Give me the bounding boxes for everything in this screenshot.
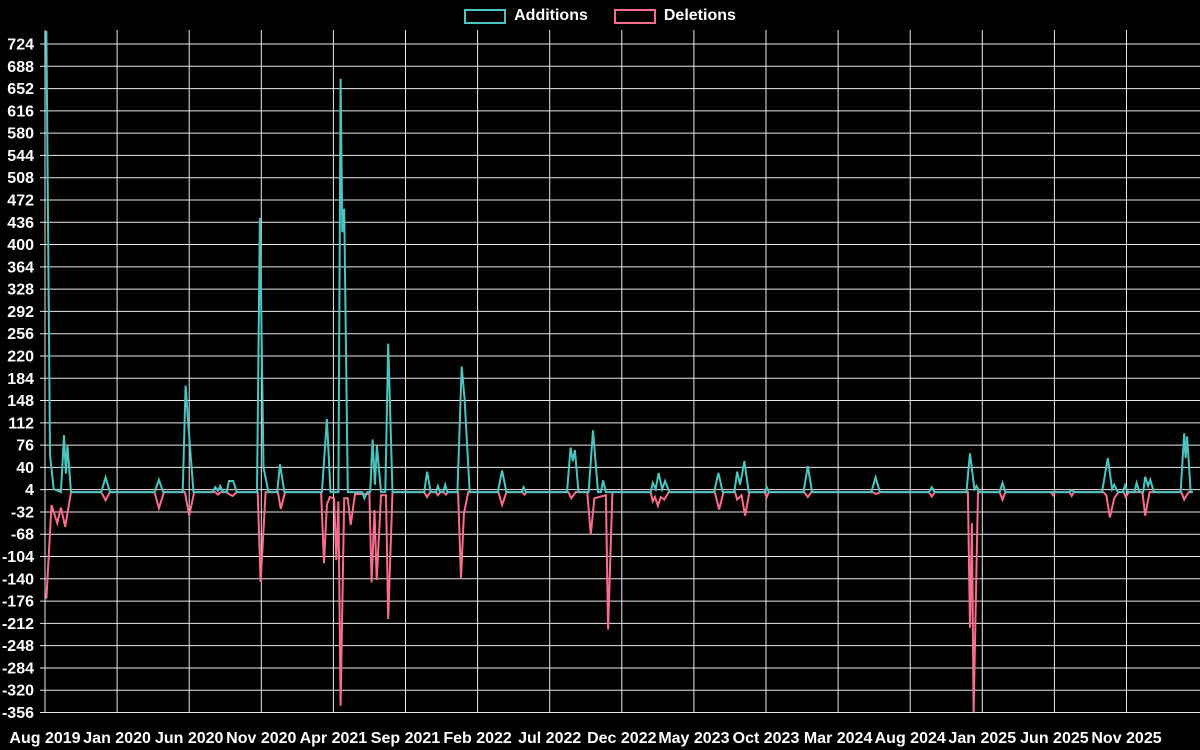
x-axis-tick-label: Oct 2023 <box>733 730 800 747</box>
x-axis-tick-label: Mar 2024 <box>804 730 873 747</box>
x-axis-tick-label: Nov 2025 <box>1091 730 1161 747</box>
y-axis-tick-label: -176 <box>2 594 34 611</box>
x-axis-tick-label: May 2023 <box>658 730 729 747</box>
y-axis-tick-label: 652 <box>7 81 34 98</box>
x-axis-tick-label: Jan 2025 <box>948 730 1016 747</box>
y-axis-tick-label: 580 <box>7 126 34 143</box>
y-axis-tick-label: 292 <box>7 304 34 321</box>
y-axis-tick-label: 544 <box>7 148 34 165</box>
y-axis-tick-label: 472 <box>7 192 34 209</box>
y-axis-tick-label: 184 <box>7 371 34 388</box>
legend-item-deletions[interactable]: Deletions <box>613 6 736 26</box>
y-axis-tick-label: 256 <box>7 326 34 343</box>
x-axis-tick-label: Aug 2019 <box>9 730 80 747</box>
y-axis-tick-label: 40 <box>16 460 34 477</box>
deletions-swatch-icon <box>613 8 656 24</box>
y-axis-tick-label: 76 <box>16 438 34 455</box>
x-axis-tick-label: Jun 2025 <box>1020 730 1089 747</box>
x-axis-tick-label: Nov 2020 <box>226 730 296 747</box>
y-axis-tick-label: 148 <box>7 393 34 410</box>
legend-label-deletions: Deletions <box>663 7 736 24</box>
deletions-line <box>45 491 1193 713</box>
y-axis-tick-label: -356 <box>2 705 34 722</box>
y-axis-tick-label: 400 <box>7 237 34 254</box>
y-axis-tick-label: 616 <box>7 103 34 120</box>
y-axis-tick-label: -140 <box>2 571 34 588</box>
chart-legend: Additions Deletions <box>0 6 1200 26</box>
y-axis-tick-label: -284 <box>2 660 34 677</box>
y-axis-tick-label: 4 <box>25 482 34 499</box>
x-axis-tick-label: Feb 2022 <box>443 730 512 747</box>
y-axis-tick-label: 220 <box>7 348 34 365</box>
y-axis-tick-label: 436 <box>7 215 34 232</box>
x-axis-tick-label: Dec 2022 <box>587 730 656 747</box>
y-axis-tick-label: -32 <box>11 504 34 521</box>
x-axis-tick-label: Sep 2021 <box>371 730 440 747</box>
x-axis-tick-label: Aug 2024 <box>875 730 946 747</box>
y-axis-tick-label: -68 <box>11 527 34 544</box>
y-axis-tick-label: 724 <box>7 37 34 54</box>
additions-swatch-icon <box>464 8 507 24</box>
x-axis-tick-label: Jul 2022 <box>518 730 581 747</box>
y-axis-tick-label: -212 <box>2 616 34 633</box>
x-axis-tick-label: Apr 2021 <box>300 730 368 747</box>
additions-line <box>45 30 1193 501</box>
x-axis-tick-label: Jan 2020 <box>83 730 151 747</box>
y-axis-tick-label: -248 <box>2 638 34 655</box>
legend-item-additions[interactable]: Additions <box>464 6 588 26</box>
legend-label-additions: Additions <box>514 7 588 24</box>
x-axis-tick-label: Jun 2020 <box>155 730 224 747</box>
y-axis-tick-label: -320 <box>2 683 34 700</box>
y-axis-tick-label: 328 <box>7 282 34 299</box>
y-axis-tick-label: 364 <box>7 259 34 276</box>
y-axis-tick-label: 112 <box>8 415 34 432</box>
y-axis-tick-label: -104 <box>2 549 34 566</box>
y-axis-tick-label: 508 <box>7 170 34 187</box>
y-axis-tick-label: 688 <box>7 59 34 76</box>
